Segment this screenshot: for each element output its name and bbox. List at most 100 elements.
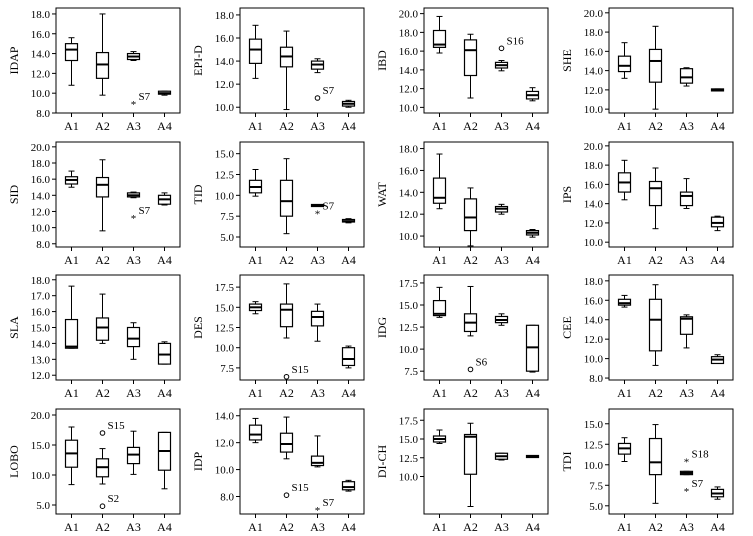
x-tick-label: A2 xyxy=(279,119,294,133)
y-axis-label: LOBO xyxy=(7,445,21,478)
x-tick-label: A1 xyxy=(617,520,632,534)
box-a1 xyxy=(248,301,263,315)
box-a3 xyxy=(494,60,509,72)
x-tick-label: A4 xyxy=(710,253,725,267)
outlier-label: S18 xyxy=(692,449,710,461)
y-tick-label: 12.0 xyxy=(584,334,604,346)
box-a2 xyxy=(463,285,478,337)
x-tick-label: A1 xyxy=(432,119,447,133)
y-tick-label: 14.0 xyxy=(584,315,604,327)
y-axis-label: IDAP xyxy=(7,46,21,74)
y-tick-label: 12.0 xyxy=(215,438,235,450)
y-tick-label: 10.0 xyxy=(584,104,604,116)
y-tick-label: 12.5 xyxy=(215,323,235,335)
box-a3 xyxy=(126,51,141,61)
y-tick-label: 7.5 xyxy=(220,363,234,375)
y-tick-label: 14.0 xyxy=(399,187,419,199)
box-a3 xyxy=(679,67,694,87)
y-tick-label: 12.0 xyxy=(31,68,51,80)
box-a1 xyxy=(617,294,632,308)
outlier-marker xyxy=(498,45,505,52)
outlier-label: S2 xyxy=(108,493,120,505)
box-a2 xyxy=(279,416,294,460)
y-tick-label: 14.0 xyxy=(584,66,604,78)
iqr-box xyxy=(432,177,447,204)
outlier-marker xyxy=(99,503,106,510)
outlier-marker xyxy=(99,430,106,436)
x-tick-label: A3 xyxy=(494,520,509,534)
plot-frame xyxy=(239,141,365,248)
y-tick-label: 20.0 xyxy=(31,142,51,154)
plot-frame xyxy=(608,408,734,515)
box-a4 xyxy=(710,88,725,92)
y-tick-label: 12.5 xyxy=(584,439,604,451)
x-tick-label: A2 xyxy=(648,253,663,267)
iqr-box xyxy=(648,298,663,352)
iqr-box xyxy=(648,48,663,83)
iqr-box xyxy=(648,180,663,207)
outlier-marker xyxy=(467,366,474,373)
plot-frame xyxy=(55,408,181,515)
box-a2 xyxy=(279,158,294,235)
box-a4 xyxy=(710,215,725,232)
y-tick-label: 15.0 xyxy=(31,323,51,335)
x-tick-label: A1 xyxy=(248,253,263,267)
plot-frame xyxy=(608,141,734,248)
y-tick-label: 5.0 xyxy=(36,500,50,512)
outlier-label: S7 xyxy=(139,205,151,217)
y-tick-label: 18.0 xyxy=(215,10,235,22)
y-tick-label: 15.0 xyxy=(584,419,604,431)
panel-tid: 5.0 7.5 10.0 12.5 15.0 TID A1 A2 A3 A4 *S7 xyxy=(191,141,365,267)
box-a1 xyxy=(617,437,632,462)
y-tick-label: 12.0 xyxy=(584,218,604,230)
iqr-box xyxy=(126,326,141,348)
iqr-box xyxy=(648,437,663,476)
iqr-box xyxy=(310,310,325,327)
y-tick-label: 12.0 xyxy=(399,84,419,96)
y-tick-label: 18.0 xyxy=(584,276,604,288)
x-tick-label: A3 xyxy=(310,253,325,267)
y-tick-label: 10.0 xyxy=(215,465,235,477)
panel-idp: 8.0 10.0 12.0 14.0 IDP A1 A2 A3 A4 S15 *S7 xyxy=(191,408,365,534)
outlier-label: S7 xyxy=(323,497,335,509)
y-tick-label: 16.0 xyxy=(215,33,235,45)
panel-ips: 10.0 12.0 14.0 16.0 18.0 20.0 IPS A1 A2 A3 A4 xyxy=(560,141,734,267)
outlier-label: S7 xyxy=(323,85,335,97)
y-tick-label: 7.5 xyxy=(220,211,234,223)
y-tick-label: 12.0 xyxy=(215,79,235,91)
x-tick-label: A1 xyxy=(432,386,447,400)
y-tick-label: 10.0 xyxy=(399,344,419,356)
y-tick-label: 15.0 xyxy=(215,149,235,161)
box-a2 xyxy=(648,424,663,504)
iqr-box xyxy=(679,191,694,207)
box-a4 xyxy=(341,99,356,108)
x-tick-label: A1 xyxy=(64,520,79,534)
x-tick-label: A3 xyxy=(126,386,141,400)
iqr-box xyxy=(341,347,356,367)
y-tick-label: 17.0 xyxy=(31,291,51,303)
box-a1 xyxy=(432,429,447,444)
y-tick-label: 14.0 xyxy=(31,49,51,61)
box-a4 xyxy=(341,479,356,492)
box-a2 xyxy=(279,30,294,111)
y-tick-label: 18.0 xyxy=(31,275,51,287)
outlier-marker: * xyxy=(131,213,137,225)
y-tick-label: 8.0 xyxy=(220,492,234,504)
x-tick-label: A2 xyxy=(95,386,110,400)
y-axis-label: IBD xyxy=(375,50,389,71)
panel-sla: 12.0 13.0 14.0 15.0 16.0 17.0 18.0 SLA A1 A2 A3 A4 xyxy=(7,274,181,400)
box-a4 xyxy=(525,229,540,238)
y-tick-label: 8.0 xyxy=(36,239,50,251)
y-tick-label: 10.0 xyxy=(215,190,235,202)
x-tick-label: A4 xyxy=(525,520,540,534)
y-tick-label: 16.0 xyxy=(584,295,604,307)
x-tick-label: A1 xyxy=(64,253,79,267)
x-tick-label: A2 xyxy=(463,520,478,534)
x-tick-label: A2 xyxy=(463,386,478,400)
x-tick-label: A4 xyxy=(525,119,540,133)
box-a3 xyxy=(679,314,694,349)
box-a2 xyxy=(95,293,110,344)
y-tick-label: 17.5 xyxy=(399,278,419,290)
plot-frame xyxy=(239,408,365,515)
iqr-box xyxy=(463,198,478,232)
